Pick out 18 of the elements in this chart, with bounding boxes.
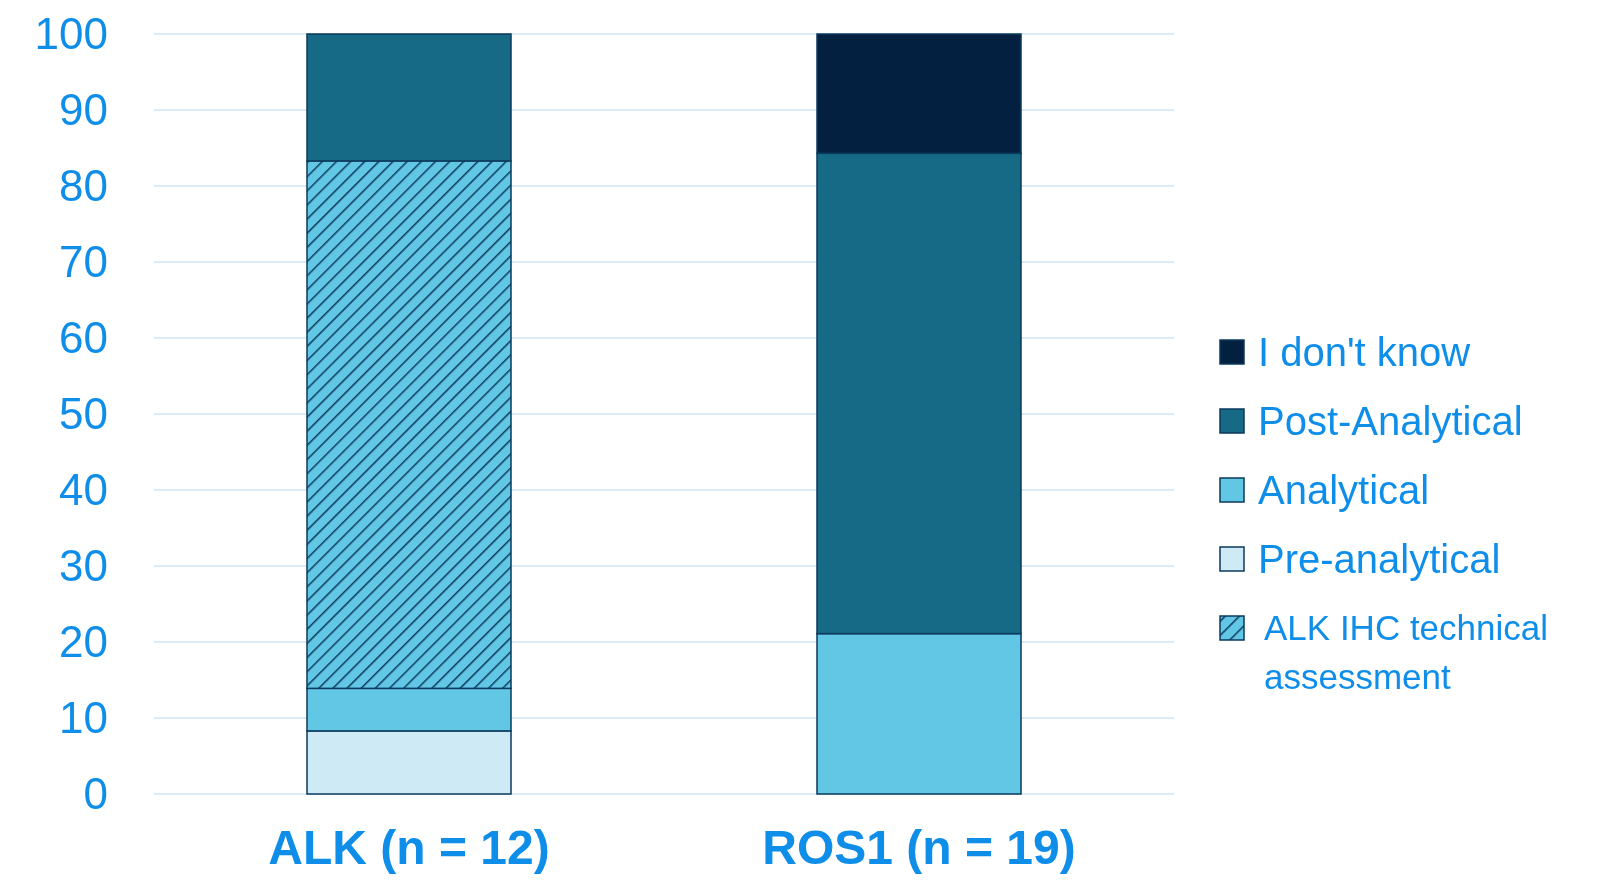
legend-label: Post-Analytical (1258, 399, 1523, 443)
y-tick-label: 0 (83, 769, 108, 819)
legend-label: I don't know (1258, 330, 1471, 374)
x-tick-label: ROS1 (n = 19) (762, 821, 1076, 874)
legend-label: Pre-analytical (1258, 537, 1501, 581)
y-tick-label: 90 (59, 85, 108, 135)
y-tick-label: 60 (59, 313, 108, 363)
y-tick-label: 100 (34, 9, 108, 59)
y-tick-label: 30 (59, 541, 108, 591)
legend-label: ALK IHC technical assessment (1264, 608, 1549, 697)
x-tick-label: ALK (n = 12) (268, 821, 550, 874)
y-tick-label: 70 (59, 237, 108, 287)
y-tick-label: 20 (59, 617, 108, 667)
y-tick-label: 10 (59, 693, 108, 743)
y-tick-label: 80 (59, 161, 108, 211)
y-tick-label: 40 (59, 465, 108, 515)
y-tick-label: 50 (59, 389, 108, 439)
legend-label: Analytical (1258, 468, 1430, 512)
